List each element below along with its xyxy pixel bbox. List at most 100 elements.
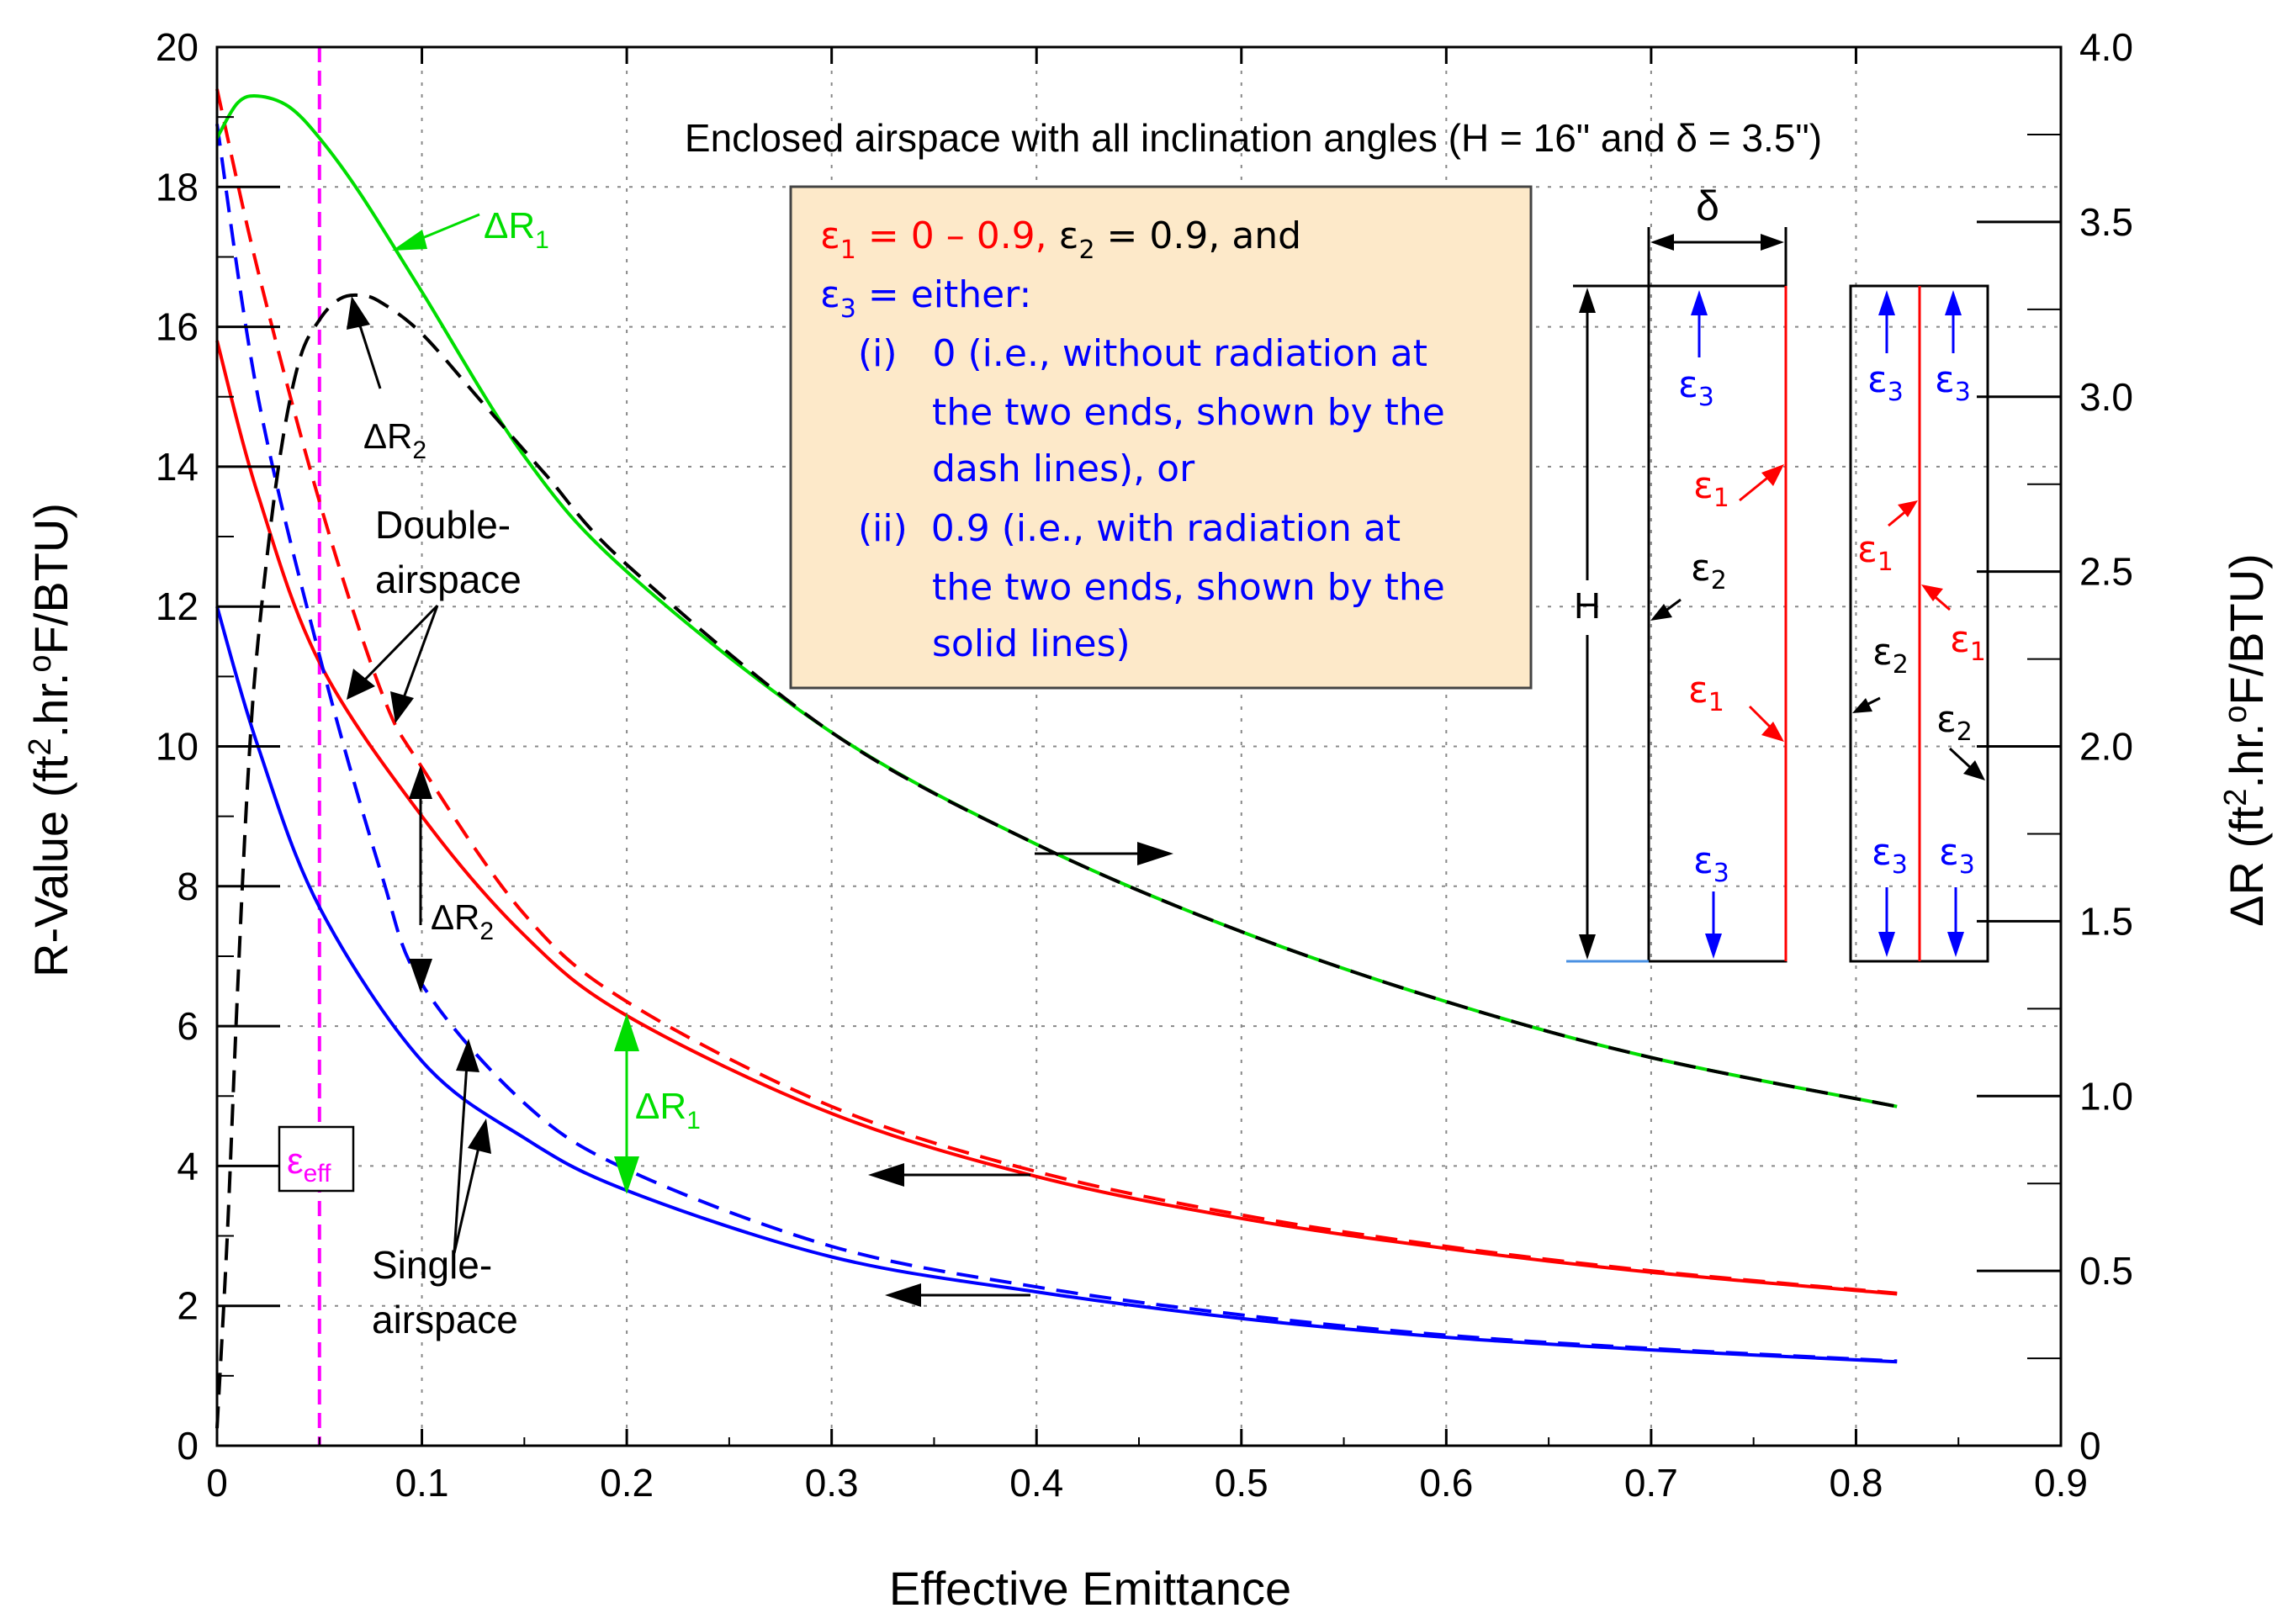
legend-line-8: solid lines) <box>932 622 1131 665</box>
x-axis-label: Effective Emittance <box>889 1562 1291 1615</box>
arrowhead-dR1-mid-down <box>614 1156 639 1194</box>
schematic-single: δ H ε3 ε1 ε2 ε1 ε3 <box>1566 183 1788 963</box>
legend-line-3: (i) 0 (i.e., without radiation at <box>858 332 1427 375</box>
y2-tick-label: 3.0 <box>2079 375 2133 419</box>
y-axis-label: R-Value (ft2.hr.oF/BTU) <box>23 503 77 977</box>
arrowhead-dR2-mid-up <box>409 765 432 799</box>
annotation-double-2: airspace <box>375 558 522 601</box>
y-tick-label: 0 <box>177 1424 199 1468</box>
y2-tick-label: 0.5 <box>2079 1249 2133 1293</box>
eps-eff-label: εeff <box>287 1140 331 1188</box>
arrowhead-dR1-top <box>392 230 427 251</box>
series-line-5 <box>215 293 1898 1429</box>
x-tick-label: 0.6 <box>1419 1461 1473 1505</box>
x-tick-label: 0.4 <box>1009 1461 1063 1505</box>
arrowhead-green-right <box>1137 842 1173 865</box>
single-eps1-upper-arrowhead <box>1761 464 1784 486</box>
y2-tick-label: 3.5 <box>2079 200 2133 244</box>
y-tick-label: 20 <box>156 25 199 69</box>
y2-axis-label: ΔR (ft2.hr.oF/BTU) <box>2218 553 2273 927</box>
y-tick-label: 16 <box>156 305 199 349</box>
y-tick-label: 18 <box>156 165 199 209</box>
double-eps1-right-label: ε1 <box>1950 618 1986 667</box>
arrowhead-single-b <box>468 1119 491 1154</box>
y-tick-label: 4 <box>177 1144 199 1188</box>
y-tick-label: 14 <box>156 445 199 489</box>
H-arrowhead-top <box>1579 288 1596 313</box>
axes: 0 0.1 0.2 0.3 0.4 0.5 0.6 0.7 0.8 0.9024681012141… <box>156 25 2133 1505</box>
single-eps1-upper-arrow <box>1739 473 1772 502</box>
series-line-1 <box>215 88 1898 1295</box>
double-eps2-left-arrowhead <box>1852 698 1872 713</box>
legend-box-background <box>789 185 1533 690</box>
y-tick-label: 2 <box>177 1284 199 1328</box>
y-tick-label: 10 <box>156 725 199 769</box>
legend-line-4: the two ends, shown by the <box>932 391 1445 434</box>
double-eps2-right-arrow <box>1948 747 1974 771</box>
x-tick-label: 0.2 <box>600 1461 654 1505</box>
double-eps1-left-label: ε1 <box>1857 528 1893 577</box>
double-eps1-right-arrowhead <box>1921 585 1943 601</box>
single-eps3-bottom-label: ε3 <box>1693 839 1729 888</box>
legend-line-7: the two ends, shown by the <box>932 566 1445 609</box>
y-tick-label: 8 <box>177 865 199 908</box>
annotation-dR2-mid: ΔR2 <box>431 897 494 945</box>
arrowhead-red-left <box>868 1163 904 1187</box>
single-eps3-top-arrowhead <box>1691 290 1708 315</box>
series-line-2 <box>215 606 1898 1364</box>
arrowhead-double-a <box>347 669 375 700</box>
arrow-single-b <box>453 1143 481 1254</box>
single-eps2-label: ε2 <box>1691 547 1727 595</box>
double-eps2-left-label: ε2 <box>1872 631 1909 680</box>
y2-tick-label: 1.5 <box>2079 899 2133 943</box>
arrow-double-b <box>400 605 439 703</box>
arrowhead-blue-left <box>885 1283 921 1307</box>
legend-line-5: dash lines), or <box>932 447 1195 490</box>
single-eps2-arrowhead <box>1650 604 1672 621</box>
y2-tick-label: 0 <box>2079 1424 2101 1468</box>
arrow-single-a <box>453 1063 469 1254</box>
H-label: H <box>1574 585 1601 627</box>
x-tick-label: 0.3 <box>805 1461 859 1505</box>
double-eps2-right-arrowhead <box>1963 760 1985 780</box>
single-eps3-bottom-arrowhead <box>1705 934 1722 959</box>
double-eps3-bottom-left-label: ε3 <box>1872 831 1908 880</box>
double-eps3-top-right-arrowhead <box>1945 290 1962 315</box>
arrowhead-double-b <box>390 691 414 723</box>
y2-tick-label: 2.0 <box>2079 725 2133 769</box>
eps-eff-box <box>278 1125 355 1193</box>
double-eps2-right-label: ε2 <box>1936 698 1973 747</box>
arrowhead-dR1-mid-up <box>614 1013 639 1051</box>
single-eps1-lower-arrowhead <box>1761 722 1784 742</box>
x-tick-label: 0.1 <box>395 1461 449 1505</box>
x-tick-label: 0.5 <box>1215 1461 1268 1505</box>
double-eps3-bottom-left-arrowhead <box>1878 932 1895 957</box>
annotation-double-1: Double- <box>375 503 511 547</box>
double-eps1-left-arrowhead <box>1898 500 1918 517</box>
arrow-dR2-top <box>356 317 382 389</box>
annotation-single-1: Single- <box>372 1243 492 1287</box>
schematic-double: ε3 ε3 ε1 ε1 ε2 ε2 ε3 ε3 <box>1849 284 1989 963</box>
legend-line-2: ε3 = either: <box>820 273 1031 324</box>
legend-box: ε1 = 0 – 0.9, ε2 = 0.9, and ε3 = either:… <box>789 185 1533 690</box>
single-eps3-top-label: ε3 <box>1678 363 1714 412</box>
series-line-3 <box>215 124 1898 1363</box>
double-eps3-top-left-arrowhead <box>1878 290 1895 315</box>
single-eps1-lower-label: ε1 <box>1688 669 1724 717</box>
y2-tick-label: 4.0 <box>2079 25 2133 69</box>
double-eps3-top-left-label: ε3 <box>1867 358 1904 407</box>
x-tick-label: 0.7 <box>1624 1461 1678 1505</box>
legend-line-6: (ii) 0.9 (i.e., with radiation at <box>858 507 1401 550</box>
delta-label: δ <box>1696 183 1719 230</box>
annotation-dR1-mid: ΔR1 <box>635 1086 701 1135</box>
H-arrowhead-bottom <box>1579 934 1596 960</box>
chart-title: Enclosed airspace with all inclination a… <box>685 116 1822 160</box>
series-line-0 <box>215 340 1898 1296</box>
double-eps3-bottom-right-arrowhead <box>1947 932 1964 957</box>
series-lines <box>215 47 1898 1446</box>
double-eps3-top-right-label: ε3 <box>1935 358 1971 407</box>
annotation-single-2: airspace <box>372 1298 518 1341</box>
delta-arrowhead-left <box>1650 234 1674 251</box>
y-tick-label: 12 <box>156 585 199 628</box>
